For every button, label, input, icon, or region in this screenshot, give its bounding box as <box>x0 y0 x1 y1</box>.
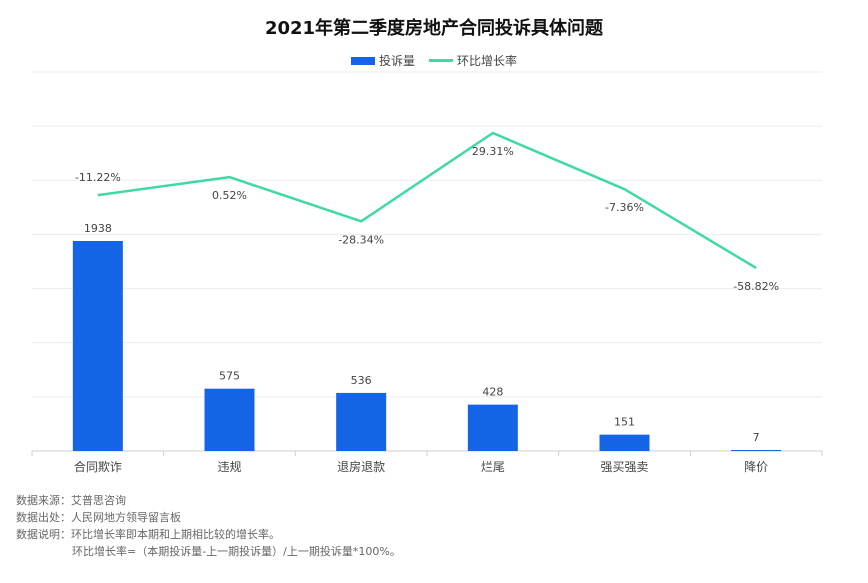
bar-4 <box>599 434 650 451</box>
legend-item-line[interactable]: 环比增长率 <box>429 52 517 69</box>
x-tick-label: 违规 <box>217 459 241 474</box>
chart-footer: 数据来源：艾普思咨询 数据出处：人民网地方领导留言板 数据说明：环比增长率即本期… <box>16 492 401 560</box>
line-value-label: -58.82% <box>733 280 779 293</box>
bar-value-label: 575 <box>219 370 240 383</box>
legend-bar-swatch <box>350 56 375 65</box>
x-tick-label: 烂尾 <box>481 460 505 474</box>
bar-value-label: 428 <box>482 386 503 399</box>
chart-legend: 投诉量 环比增长率 <box>0 52 868 69</box>
line-value-label: 0.52% <box>212 189 247 202</box>
x-tick-label: 降价 <box>744 460 768 474</box>
line-value-label: 29.31% <box>472 145 514 158</box>
bar-5 <box>731 450 782 451</box>
footer-source: 数据来源：艾普思咨询 <box>16 494 126 507</box>
footer-formula: 环比增长率=（本期投诉量-上一期投诉量）/上一期投诉量*100%。 <box>72 545 401 558</box>
bar-0 <box>72 241 123 451</box>
footer-note: 数据说明：环比增长率即本期和上期相比较的增长率。 <box>16 528 280 541</box>
x-tick-label: 强买强卖 <box>600 460 648 474</box>
line-value-label: -11.22% <box>75 171 121 184</box>
legend-bar-label: 投诉量 <box>378 54 415 68</box>
x-tick-label: 退房退款 <box>337 459 385 474</box>
chart-plot: 1938 合同欺诈 575 违规 536 退房退款 428 烂尾 151 强买强卖 7 降价 -11.2… <box>31 71 823 474</box>
line-value-label: -7.36% <box>605 201 644 214</box>
legend-line-swatch <box>429 59 453 62</box>
growth-rate-line <box>97 131 757 270</box>
bar-value-label: 151 <box>614 416 635 429</box>
legend-line-label: 环比增长率 <box>457 54 518 68</box>
footer-origin: 数据出处：人民网地方领导留言板 <box>16 511 181 524</box>
chart-title: 2021年第二季度房地产合同投诉具体问题 <box>264 18 604 39</box>
bar-value-label: 1938 <box>84 222 112 235</box>
bar-2 <box>336 392 387 451</box>
x-tick-label: 合同欺诈 <box>74 459 122 474</box>
bar-value-label: 536 <box>351 374 372 387</box>
legend-item-bar[interactable]: 投诉量 <box>350 52 415 69</box>
bar-3 <box>467 404 518 451</box>
bar-1 <box>204 388 255 451</box>
bar-value-label: 7 <box>753 431 760 444</box>
line-value-label: -28.34% <box>338 233 384 246</box>
